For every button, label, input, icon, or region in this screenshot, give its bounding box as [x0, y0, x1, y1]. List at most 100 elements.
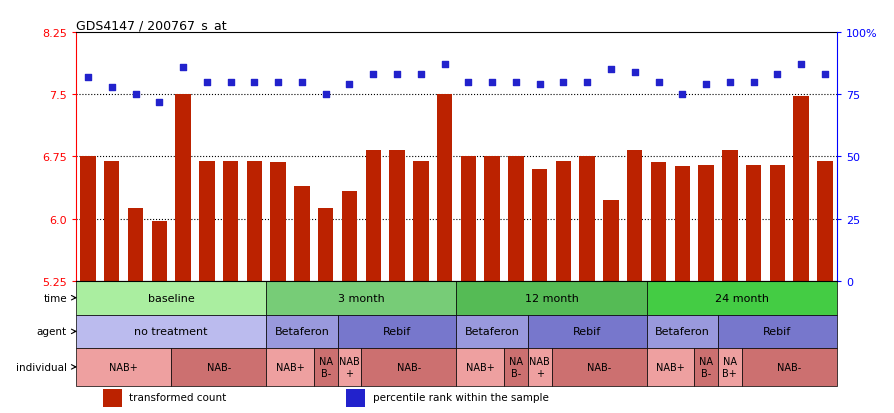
Point — [128, 92, 142, 98]
Text: NAB
+: NAB + — [528, 356, 550, 378]
FancyBboxPatch shape — [337, 349, 361, 386]
Point — [556, 79, 570, 86]
Point — [651, 79, 665, 86]
Point — [176, 64, 190, 71]
Point — [294, 79, 308, 86]
Text: Rebif: Rebif — [763, 327, 790, 337]
FancyBboxPatch shape — [266, 349, 314, 386]
Text: 12 month: 12 month — [524, 293, 578, 303]
Point — [80, 74, 95, 81]
FancyBboxPatch shape — [76, 281, 266, 315]
Point — [674, 92, 688, 98]
FancyBboxPatch shape — [456, 281, 645, 315]
Bar — [603, 201, 618, 281]
FancyBboxPatch shape — [645, 281, 836, 315]
FancyBboxPatch shape — [645, 349, 694, 386]
Text: no treatment: no treatment — [134, 327, 207, 337]
FancyBboxPatch shape — [337, 315, 456, 349]
FancyBboxPatch shape — [717, 349, 741, 386]
Bar — [317, 209, 333, 281]
FancyBboxPatch shape — [361, 349, 456, 386]
Text: time: time — [43, 293, 67, 303]
Text: agent: agent — [37, 327, 67, 337]
FancyBboxPatch shape — [76, 349, 171, 386]
Text: NAB+: NAB+ — [275, 362, 304, 372]
Point — [508, 79, 522, 86]
FancyBboxPatch shape — [741, 349, 836, 386]
Bar — [80, 156, 96, 281]
Point — [627, 69, 641, 76]
Text: NA
B-: NA B- — [318, 356, 333, 378]
Bar — [627, 150, 642, 281]
Point — [746, 79, 760, 86]
FancyBboxPatch shape — [503, 349, 527, 386]
Bar — [294, 186, 309, 281]
Point — [366, 72, 380, 78]
Bar — [151, 222, 167, 281]
Bar — [175, 95, 190, 281]
Bar — [342, 192, 357, 281]
Text: NAB-: NAB- — [586, 362, 611, 372]
Point — [770, 72, 784, 78]
Point — [271, 79, 285, 86]
Bar — [389, 150, 404, 281]
FancyBboxPatch shape — [266, 281, 456, 315]
Point — [532, 82, 546, 88]
FancyBboxPatch shape — [717, 315, 836, 349]
Text: GDS4147 / 200767_s_at: GDS4147 / 200767_s_at — [76, 19, 226, 32]
Bar — [531, 169, 547, 281]
FancyBboxPatch shape — [76, 315, 266, 349]
Text: Rebif: Rebif — [572, 327, 601, 337]
Text: NAB-: NAB- — [207, 362, 231, 372]
Text: NAB+: NAB+ — [466, 362, 494, 372]
Point — [152, 99, 166, 106]
Point — [793, 62, 807, 69]
Text: percentile rank within the sample: percentile rank within the sample — [373, 392, 548, 402]
Bar — [578, 157, 595, 281]
Point — [437, 62, 451, 69]
Text: transformed count: transformed count — [129, 392, 226, 402]
Point — [698, 82, 713, 88]
FancyBboxPatch shape — [694, 349, 717, 386]
FancyBboxPatch shape — [171, 349, 266, 386]
Bar — [460, 156, 476, 281]
Bar — [223, 161, 238, 281]
Bar — [128, 209, 143, 281]
Point — [721, 79, 736, 86]
Text: NAB+: NAB+ — [109, 362, 138, 372]
Bar — [198, 161, 215, 281]
Bar — [436, 95, 451, 281]
FancyBboxPatch shape — [456, 315, 527, 349]
Point — [603, 67, 618, 74]
Text: individual: individual — [16, 362, 67, 372]
Bar — [697, 165, 713, 281]
Text: Betaferon: Betaferon — [274, 327, 329, 337]
FancyBboxPatch shape — [314, 349, 337, 386]
Bar — [413, 161, 428, 281]
Text: NAB-: NAB- — [776, 362, 800, 372]
Bar — [650, 163, 665, 281]
Bar — [103, 389, 122, 406]
Bar — [816, 161, 831, 281]
Text: NA
B-: NA B- — [509, 356, 522, 378]
Point — [579, 79, 594, 86]
Text: NAB
+: NAB + — [339, 356, 359, 378]
Bar — [104, 161, 119, 281]
Text: baseline: baseline — [148, 293, 194, 303]
Bar — [555, 161, 570, 281]
FancyBboxPatch shape — [645, 315, 717, 349]
Point — [817, 72, 831, 78]
Bar — [346, 389, 365, 406]
FancyBboxPatch shape — [527, 315, 645, 349]
Bar — [745, 165, 761, 281]
Text: Betaferon: Betaferon — [654, 327, 709, 337]
FancyBboxPatch shape — [456, 349, 503, 386]
Point — [413, 72, 427, 78]
Point — [105, 84, 119, 91]
Bar — [365, 150, 381, 281]
Point — [460, 79, 475, 86]
Point — [318, 92, 333, 98]
Point — [247, 79, 261, 86]
Text: 24 month: 24 month — [714, 293, 768, 303]
Point — [485, 79, 499, 86]
